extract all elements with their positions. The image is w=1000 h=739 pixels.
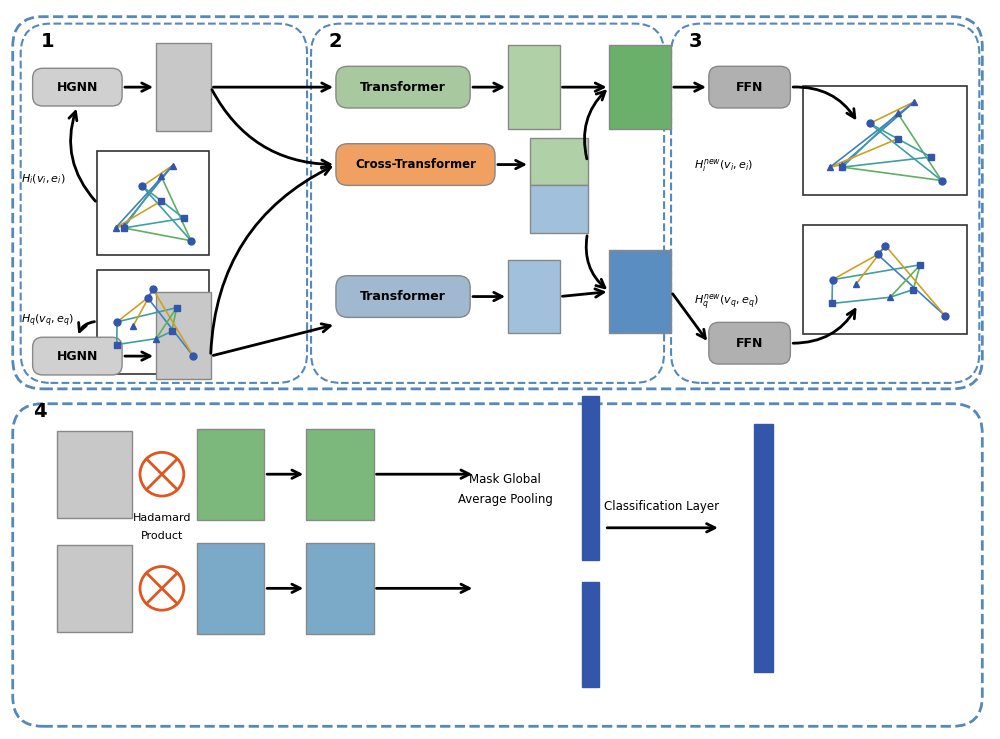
Bar <box>609 250 671 333</box>
Text: FFN: FFN <box>736 337 763 350</box>
Bar <box>530 185 588 233</box>
Text: 1: 1 <box>41 33 54 52</box>
Text: Product: Product <box>141 531 183 541</box>
Text: FFN: FFN <box>736 81 763 94</box>
Bar <box>803 225 967 334</box>
Bar <box>306 542 374 634</box>
Text: Transformer: Transformer <box>360 81 446 94</box>
Circle shape <box>140 567 184 610</box>
Bar <box>508 46 560 129</box>
Bar <box>57 431 132 518</box>
Text: HGNN: HGNN <box>57 81 98 94</box>
Bar <box>803 86 967 195</box>
Text: Cross-Transformer: Cross-Transformer <box>355 158 476 171</box>
Text: Transformer: Transformer <box>360 290 446 303</box>
Bar <box>754 423 773 672</box>
FancyBboxPatch shape <box>709 322 790 364</box>
Bar <box>306 429 374 520</box>
Text: 3: 3 <box>689 33 702 52</box>
FancyBboxPatch shape <box>709 67 790 108</box>
Text: Hadamard: Hadamard <box>133 513 191 523</box>
Text: 4: 4 <box>33 401 46 420</box>
Bar <box>582 582 599 687</box>
FancyBboxPatch shape <box>336 276 470 317</box>
FancyBboxPatch shape <box>336 67 470 108</box>
Text: Average Pooling: Average Pooling <box>458 493 552 506</box>
FancyBboxPatch shape <box>33 68 122 106</box>
Text: Mask Global: Mask Global <box>469 473 541 486</box>
Text: $H_i^{new}(v_i,e_i)$: $H_i^{new}(v_i,e_i)$ <box>694 157 753 174</box>
Bar <box>97 151 209 255</box>
Bar <box>582 396 599 559</box>
Bar <box>197 542 264 634</box>
Bar <box>97 270 209 374</box>
Text: HGNN: HGNN <box>57 350 98 363</box>
Text: $H_q(v_q,e_q)$: $H_q(v_q,e_q)$ <box>21 313 74 329</box>
Text: 2: 2 <box>329 33 343 52</box>
Text: $H_i(v_i,e_i)$: $H_i(v_i,e_i)$ <box>21 173 65 186</box>
Circle shape <box>140 452 184 496</box>
Bar <box>156 44 211 131</box>
Bar <box>508 260 560 333</box>
FancyBboxPatch shape <box>33 337 122 375</box>
Bar <box>197 429 264 520</box>
Bar <box>57 545 132 632</box>
Bar <box>156 292 211 379</box>
Bar <box>530 137 588 185</box>
Text: Classification Layer: Classification Layer <box>604 500 719 513</box>
Bar <box>609 46 671 129</box>
Text: $H_q^{new}(v_q,e_q)$: $H_q^{new}(v_q,e_q)$ <box>694 293 759 313</box>
FancyBboxPatch shape <box>336 143 495 185</box>
